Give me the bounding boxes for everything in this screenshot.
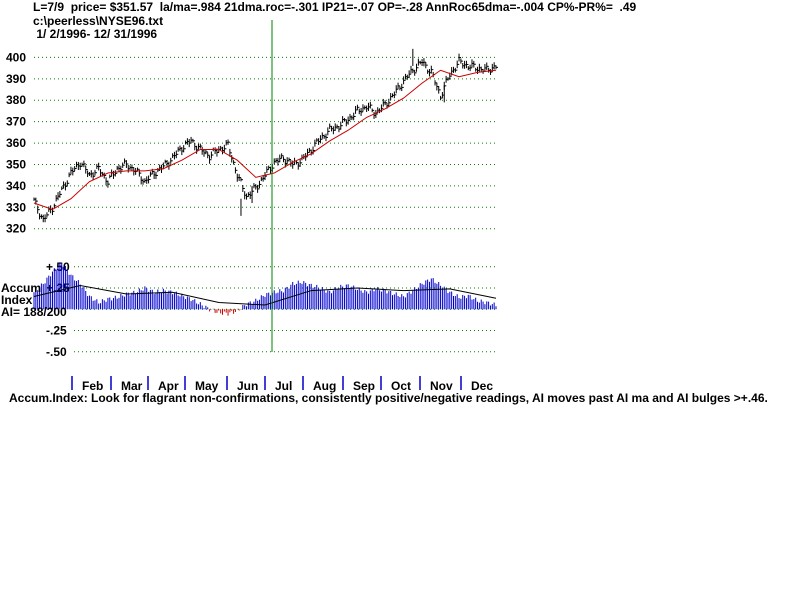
price-y-axis: 320 330 340 350 360 370 380 390 400 — [6, 50, 26, 235]
accum-moving-average — [33, 284, 497, 306]
header-line-3: 1/ 2/1996- 12/ 31/1996 — [33, 27, 158, 41]
month-label: Nov — [430, 379, 453, 393]
accum-caption: Accum.Index: Look for flagrant non-confi… — [9, 391, 768, 405]
month-label: May — [195, 379, 219, 393]
price-bars — [33, 48, 498, 223]
accum-bars — [33, 262, 497, 316]
month-label: Aug — [313, 379, 336, 393]
price-tick-label: 330 — [6, 200, 26, 214]
accum-ma-line — [33, 284, 497, 306]
month-label: Apr — [158, 379, 179, 393]
month-label: Jun — [237, 379, 258, 393]
month-label: Oct — [391, 379, 411, 393]
price-tick-label: 380 — [6, 93, 26, 107]
month-label: Dec — [471, 379, 493, 393]
header-line-1: L=7/9 price= $351.57 la/ma=.984 21dma.ro… — [33, 0, 637, 14]
month-label: Mar — [121, 379, 143, 393]
price-tick-label: 400 — [6, 50, 26, 64]
header-line-2: c:\peerless\NYSE96.txt — [33, 14, 164, 28]
accum-label-line3: AI= 188/200 — [1, 305, 67, 319]
price-tick-label: 340 — [6, 179, 26, 193]
accum-tick-label: -.50 — [46, 345, 67, 359]
month-label: Jul — [275, 379, 292, 393]
month-label: Sep — [353, 379, 375, 393]
price-moving-average — [33, 69, 497, 210]
price-tick-label: 360 — [6, 136, 26, 150]
price-tick-label: 370 — [6, 115, 26, 129]
month-axis: Feb Mar Apr May Jun Jul Aug Sep Oct Nov Dec — [71, 376, 493, 393]
price-tick-label: 390 — [6, 72, 26, 86]
price-ma-line — [33, 69, 497, 210]
month-label: Feb — [82, 379, 103, 393]
accum-tick-label: -.25 — [46, 324, 67, 338]
accum-label-line2: Index — [1, 293, 33, 307]
price-grid — [34, 56, 496, 230]
price-tick-label: 320 — [6, 222, 26, 236]
price-tick-label: 350 — [6, 157, 26, 171]
accum-label-line1: Accum — [1, 281, 41, 295]
